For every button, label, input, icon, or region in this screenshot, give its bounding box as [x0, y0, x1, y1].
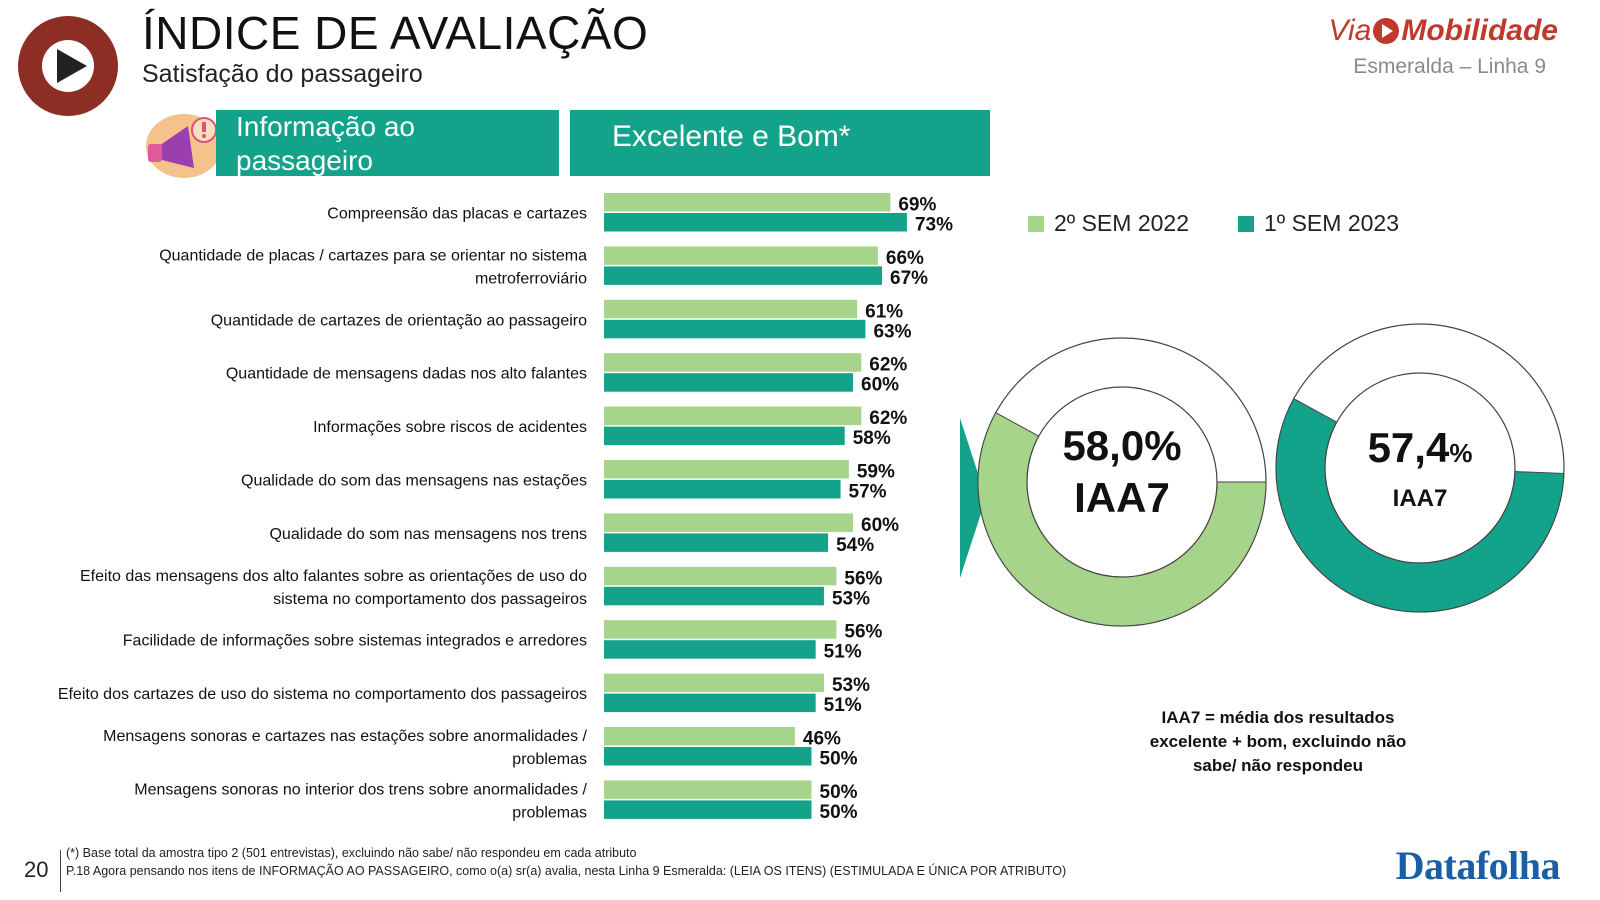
- play-logo-icon: [18, 16, 118, 116]
- bar-value-label: 63%: [873, 321, 911, 342]
- bar-value-label: 62%: [869, 355, 907, 376]
- donut-2023-name: IAA7: [1392, 485, 1448, 512]
- donut-2023-unit: %: [1449, 438, 1473, 468]
- category-label: Quantidade de cartazes de orientação ao …: [211, 312, 587, 329]
- legend-swatch-2023: [1238, 215, 1254, 232]
- legend-label-2023: 1º SEM 2023: [1264, 210, 1399, 236]
- bar-value-label: 51%: [824, 695, 862, 716]
- category-label: Efeito dos cartazes de uso do sistema no…: [58, 686, 587, 703]
- bar-2022: [604, 727, 795, 746]
- category-label: Mensagens sonoras no interior dos trens …: [134, 781, 587, 821]
- bar-2022: [604, 780, 812, 799]
- bar-2022: [604, 566, 837, 586]
- bar-value-label: 59%: [857, 462, 895, 483]
- bar-2022: [604, 620, 837, 639]
- legend-label-2022: 2º SEM 2022: [1054, 210, 1189, 236]
- metric-banner: Excelente e Bom*: [570, 110, 990, 176]
- megaphone-icon: [146, 114, 222, 178]
- bar-value-label: 50%: [820, 749, 858, 770]
- legend-swatch-2022: [1028, 215, 1044, 232]
- category-label: Informações sobre riscos de acidentes: [313, 419, 587, 436]
- donut-inner-ring: [1026, 386, 1218, 578]
- bar-2022: [604, 299, 858, 319]
- donut-2023-label: 57,4% IAA7: [1328, 424, 1512, 516]
- bar-value-label: 46%: [803, 729, 841, 750]
- bar-value-label: 67%: [890, 268, 928, 289]
- datafolha-logo: Datafolha: [1395, 843, 1561, 888]
- bar-2023: [604, 480, 841, 499]
- bar-2022: [604, 193, 891, 212]
- brand-play-icon: [1373, 18, 1400, 44]
- bar-2023: [604, 693, 816, 713]
- bar-2023: [604, 426, 845, 446]
- brand-line: Esmeralda – Linha 9: [1353, 55, 1546, 78]
- legend-item-2023: 1º SEM 2023: [1238, 210, 1399, 237]
- footnote-question: P.18 Agora pensando nos itens de INFORMA…: [66, 864, 1067, 878]
- bar-2023: [604, 213, 907, 232]
- category-label: Efeito das mensagens dos alto falantes s…: [80, 568, 587, 608]
- bar-2023: [604, 586, 824, 606]
- bar-value-label: 66%: [886, 248, 924, 269]
- bar-value-label: 56%: [844, 568, 882, 589]
- page-title: ÍNDICE DE AVALIAÇÃO: [142, 7, 649, 59]
- donut-chart-2023: [1275, 323, 1565, 613]
- bar-value-label: 53%: [832, 675, 870, 696]
- donut-2022-name: IAA7: [1074, 474, 1170, 521]
- brand-logo: Via Mobilidade: [1329, 14, 1559, 48]
- bar-2023: [604, 319, 866, 339]
- bar-value-label: 53%: [832, 588, 870, 609]
- donut-2023-value-row: 57,4%: [1328, 424, 1512, 482]
- iaa7-note: IAA7 = média dos resultados excelente + …: [1149, 708, 1407, 775]
- bar-2022: [604, 246, 878, 265]
- donut-inner-ring: [1324, 372, 1516, 564]
- category-label: Qualidade do som das mensagens nas estaç…: [241, 473, 587, 490]
- bar-value-label: 60%: [861, 515, 899, 536]
- footnote-base: (*) Base total da amostra tipo 2 (501 en…: [66, 846, 637, 860]
- bar-2022: [604, 353, 862, 372]
- bar-value-label: 50%: [820, 782, 858, 803]
- bar-2023: [604, 800, 812, 819]
- bar-value-label: 57%: [849, 482, 887, 503]
- donut-2022-value: 58,0%: [1062, 422, 1182, 469]
- bar-2022: [604, 673, 824, 693]
- bar-2023: [604, 640, 816, 659]
- category-label: Quantidade de mensagens dadas nos alto f…: [226, 366, 587, 383]
- bar-chart: Compreensão das placas e cartazes 69%73% Q…: [58, 193, 953, 823]
- bar-value-label: 54%: [836, 535, 874, 556]
- bar-2023: [604, 747, 812, 766]
- brand-via: Via: [1328, 14, 1372, 47]
- legend-item-2022: 2º SEM 2022: [1028, 210, 1189, 237]
- brand-name: Mobilidade: [1401, 14, 1558, 47]
- bar-value-label: 50%: [820, 802, 858, 823]
- bar-2023: [604, 533, 829, 552]
- bar-value-label: 62%: [869, 408, 907, 429]
- bar-value-label: 60%: [861, 375, 899, 396]
- bar-value-label: 51%: [824, 642, 862, 663]
- bar-value-label: 58%: [853, 428, 891, 449]
- category-label: Mensagens sonoras e cartazes nas estaçõe…: [103, 728, 587, 768]
- bar-2022: [604, 406, 862, 426]
- category-label: Quantidade de placas / cartazes para se …: [159, 247, 587, 287]
- category-label: Facilidade de informações sobre sistemas…: [123, 633, 587, 650]
- bar-value-label: 61%: [865, 301, 903, 322]
- donut-2022-label: 58,0% IAA7: [1030, 420, 1214, 524]
- donut-chart-2022: [977, 337, 1267, 627]
- section-banner: Informação ao passageiro: [216, 110, 559, 176]
- bar-2023: [604, 266, 883, 285]
- donut-2023-value: 57,4: [1367, 424, 1450, 471]
- arrow-right-icon: [960, 418, 986, 578]
- bar-value-label: 56%: [844, 622, 882, 643]
- bar-2022: [604, 513, 853, 532]
- bar-value-label: 73%: [915, 215, 953, 236]
- page-subtitle: Satisfação do passageiro: [142, 60, 423, 88]
- bar-2023: [604, 373, 853, 392]
- category-label: Qualidade do som nas mensagens nos trens: [269, 526, 587, 543]
- page-number: 20: [24, 857, 49, 882]
- footer-divider: [60, 850, 61, 892]
- bar-value-label: 69%: [898, 195, 936, 216]
- bar-2022: [604, 460, 849, 479]
- category-label: Compreensão das placas e cartazes: [327, 206, 587, 223]
